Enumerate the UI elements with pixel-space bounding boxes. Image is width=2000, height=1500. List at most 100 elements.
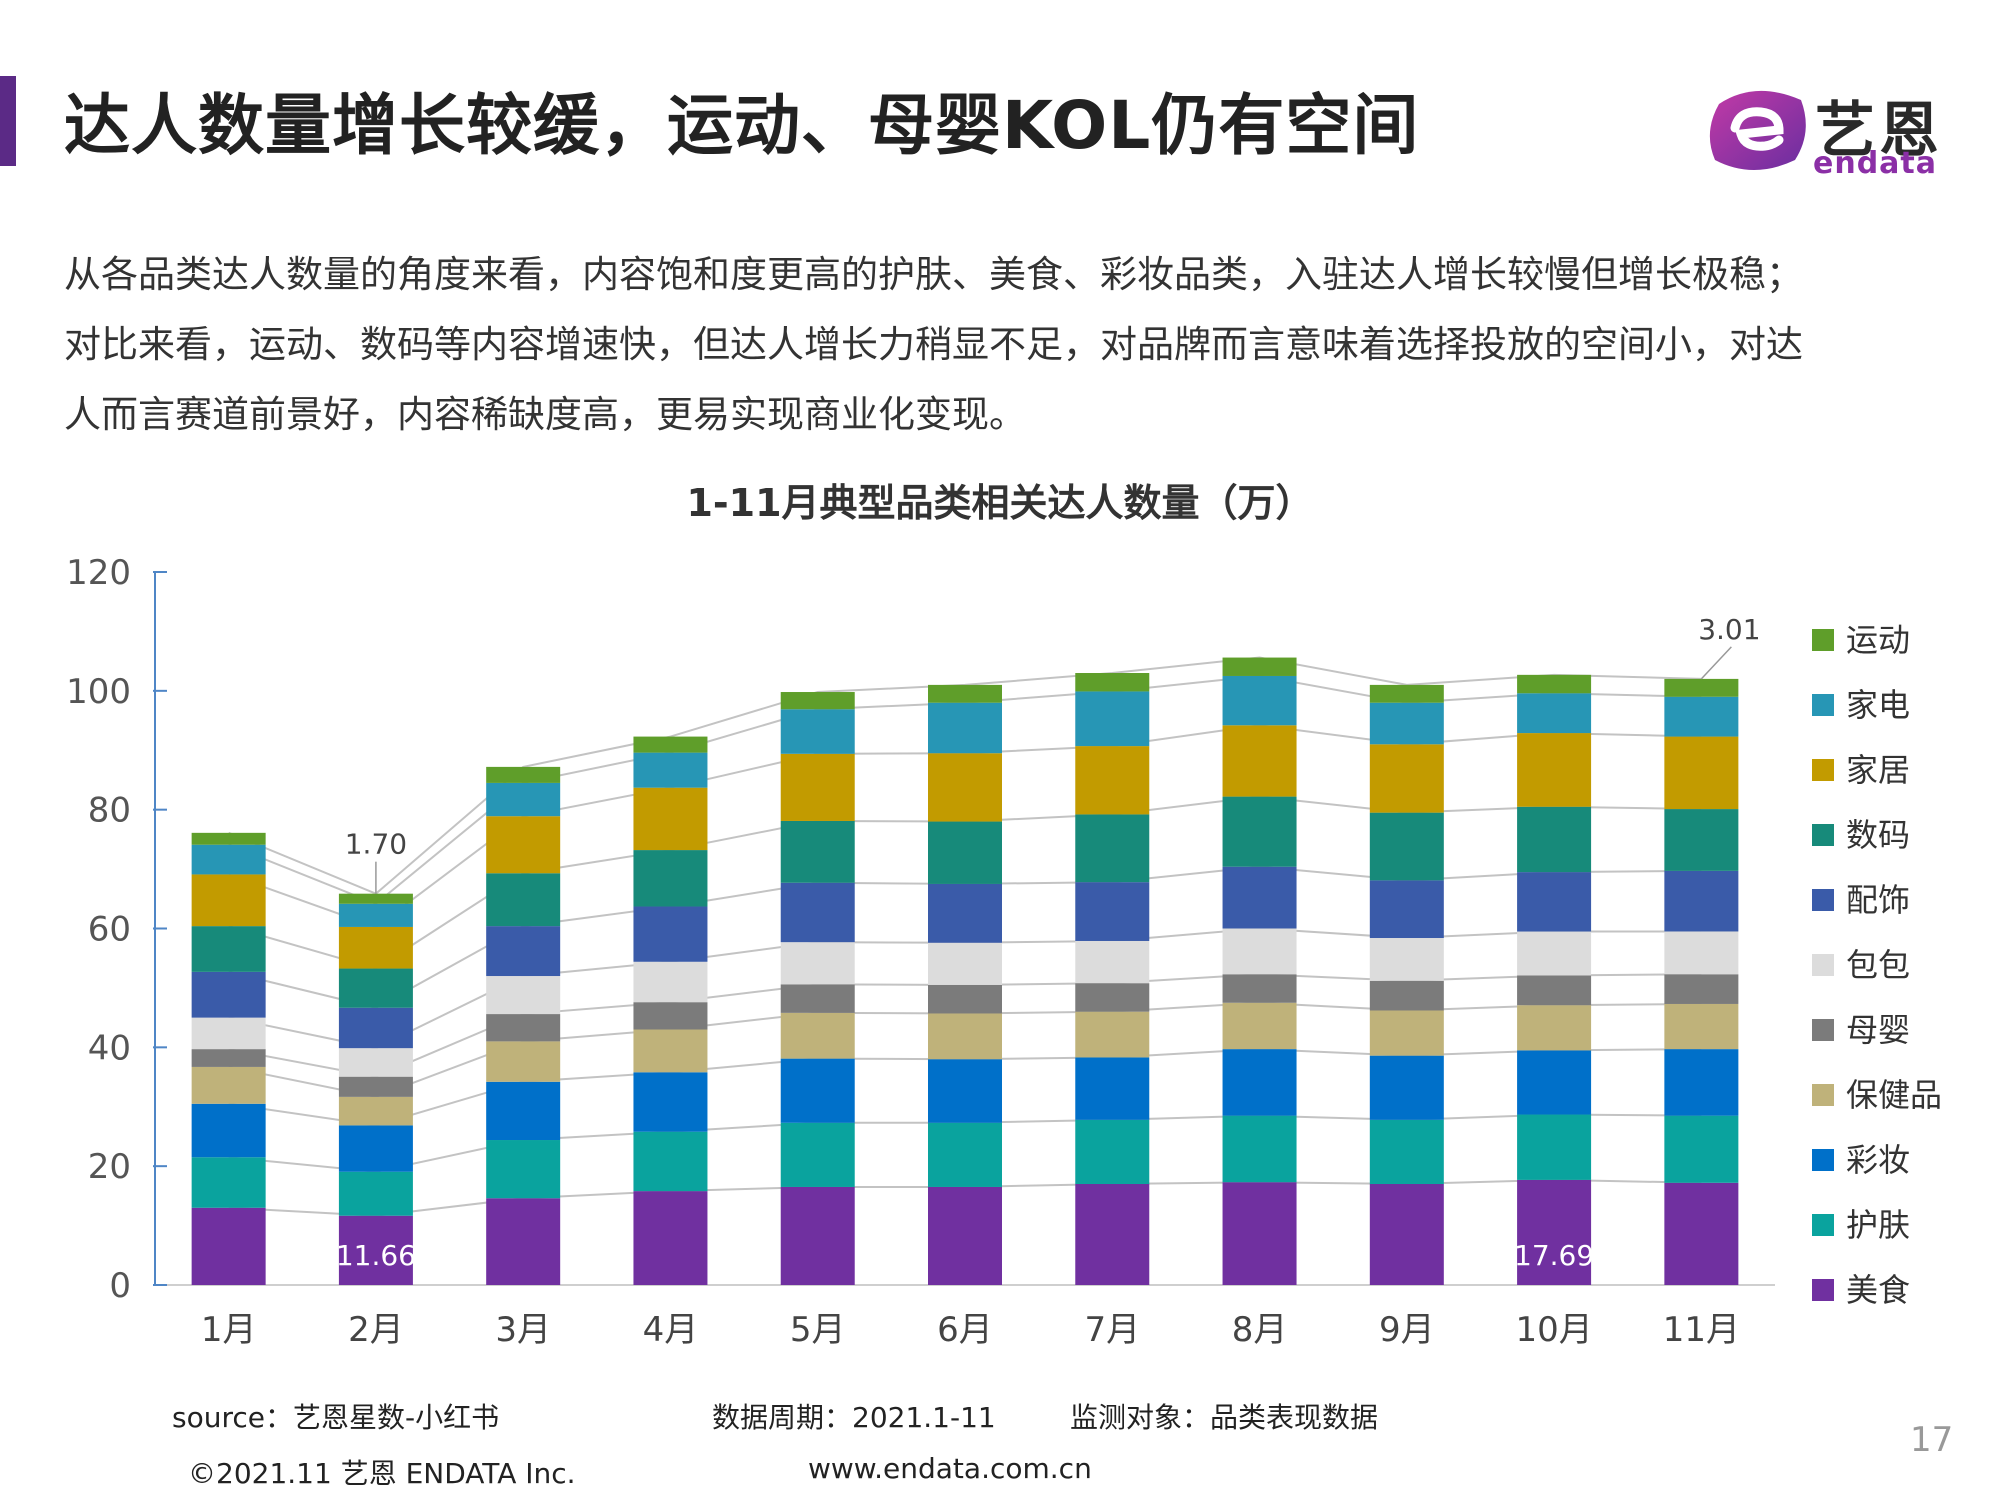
bar-segment-保健品 bbox=[1517, 1005, 1592, 1051]
bar-segment-护肤 bbox=[1075, 1119, 1150, 1184]
bar-segment-家居 bbox=[780, 753, 855, 821]
bar-segment-包包 bbox=[1517, 931, 1592, 976]
footer-period: 数据周期：2021.1-11 bbox=[712, 1401, 996, 1434]
legend-swatch bbox=[1812, 954, 1834, 976]
y-tick-label: 40 bbox=[88, 1028, 131, 1068]
description: 从各品类达人数量的角度来看，内容饱和度更高的护肤、美食、彩妆品类，入驻达人增长较… bbox=[64, 240, 1944, 450]
bar-segment-运动 bbox=[1369, 684, 1444, 703]
legend-swatch bbox=[1812, 1084, 1834, 1106]
bar-segment-数码 bbox=[633, 850, 708, 907]
x-tick-label: 4月 bbox=[643, 1310, 699, 1350]
bar-segment-美食 bbox=[928, 1186, 1002, 1285]
bar-segment-包包 bbox=[928, 942, 1002, 985]
bar-segment-配饰 bbox=[191, 971, 266, 1018]
bar-segment-家居 bbox=[1369, 744, 1444, 813]
bar-segment-美食 bbox=[780, 1186, 855, 1285]
bar-segment-包包 bbox=[1222, 928, 1297, 975]
bar-segment-包包 bbox=[1075, 940, 1150, 984]
footer-object: 监测对象：品类表现数据 bbox=[1070, 1401, 1379, 1434]
x-tick-label: 3月 bbox=[495, 1310, 551, 1350]
bar-segment-配饰 bbox=[1517, 872, 1592, 932]
bar-segment-保健品 bbox=[1222, 1002, 1297, 1050]
y-tick-label: 100 bbox=[66, 672, 131, 712]
bar-segment-运动 bbox=[486, 766, 561, 783]
bar-segment-护肤 bbox=[338, 1171, 413, 1216]
bar-segment-数码 bbox=[780, 820, 855, 883]
bar-segment-运动 bbox=[1664, 678, 1739, 697]
bar-segment-数码 bbox=[1075, 814, 1150, 883]
legend-swatch bbox=[1812, 694, 1834, 716]
page-title: 达人数量增长较缓，运动、母婴KOL仍有空间 bbox=[64, 87, 1420, 164]
logo-text-cn: 艺恩 bbox=[1815, 96, 1943, 166]
bar-segment-母婴 bbox=[1517, 975, 1592, 1006]
bar-segment-家电 bbox=[338, 903, 413, 927]
bar-segment-美食 bbox=[191, 1207, 266, 1285]
bar-segment-家电 bbox=[1075, 691, 1150, 747]
footer-url[interactable]: www.endata.com.cn bbox=[808, 1452, 1092, 1485]
bar-segment-护肤 bbox=[633, 1131, 708, 1192]
bar-segment-护肤 bbox=[1222, 1115, 1297, 1183]
bar-segment-配饰 bbox=[1222, 866, 1297, 929]
bar-segment-家电 bbox=[928, 702, 1002, 754]
bar-segment-配饰 bbox=[780, 882, 855, 943]
bar-segment-护肤 bbox=[780, 1122, 855, 1187]
bar-segment-家电 bbox=[1517, 693, 1592, 734]
bar-segment-配饰 bbox=[633, 906, 708, 962]
bar-segment-运动 bbox=[338, 893, 413, 904]
bar-segment-母婴 bbox=[338, 1076, 413, 1097]
x-tick-label: 8月 bbox=[1232, 1310, 1288, 1350]
bar-segment-母婴 bbox=[780, 984, 855, 1013]
bar-segment-美食 bbox=[486, 1198, 561, 1285]
bar-segment-美食 bbox=[1664, 1182, 1739, 1285]
bar-segment-彩妆 bbox=[1517, 1050, 1592, 1115]
bar-segment-美食 bbox=[1369, 1183, 1444, 1285]
bar-segment-彩妆 bbox=[633, 1072, 708, 1132]
bar-segment-运动 bbox=[780, 692, 855, 710]
bar-segment-家居 bbox=[486, 816, 561, 874]
bar-segment-母婴 bbox=[1369, 980, 1444, 1011]
bar-segment-数码 bbox=[1222, 796, 1297, 867]
bar-segment-运动 bbox=[928, 684, 1002, 703]
chart-title: 1-11月典型品类相关达人数量（万） bbox=[686, 481, 1314, 525]
bar-segment-家电 bbox=[1369, 702, 1444, 745]
legend-label: 数码 bbox=[1846, 816, 1910, 854]
legend-label: 美食 bbox=[1846, 1271, 1910, 1309]
bar-segment-保健品 bbox=[1075, 1011, 1150, 1058]
bar-segment-包包 bbox=[486, 976, 561, 1015]
bar-segment-数码 bbox=[486, 873, 561, 927]
bar-segment-家电 bbox=[1664, 696, 1739, 737]
logo-text-en: endata bbox=[1813, 146, 1938, 181]
bar-segment-配饰 bbox=[486, 926, 561, 977]
bar-segment-家居 bbox=[633, 787, 708, 851]
legend-swatch bbox=[1812, 824, 1834, 846]
bar-segment-配饰 bbox=[1664, 870, 1739, 932]
bar-segment-母婴 bbox=[1222, 974, 1297, 1003]
y-tick-label: 80 bbox=[88, 791, 131, 831]
data-label: 1.70 bbox=[345, 828, 407, 861]
y-tick-label: 120 bbox=[66, 553, 131, 593]
x-tick-label: 2月 bbox=[348, 1310, 404, 1350]
bar-segment-彩妆 bbox=[338, 1125, 413, 1172]
title-accent-bar bbox=[0, 76, 16, 166]
description-line: 人而言赛道前景好，内容稀缺度高，更易实现商业化变现。 bbox=[64, 393, 1026, 436]
bar-segment-护肤 bbox=[486, 1140, 561, 1199]
bar-segment-保健品 bbox=[486, 1041, 561, 1082]
legend-swatch bbox=[1812, 1019, 1834, 1041]
bar-segment-家居 bbox=[1075, 746, 1150, 815]
bar-segment-运动 bbox=[1075, 673, 1150, 692]
legend-label: 母婴 bbox=[1846, 1011, 1910, 1049]
bar-segment-包包 bbox=[191, 1017, 266, 1050]
endata-logo-icon bbox=[1709, 90, 1806, 170]
page-number: 17 bbox=[1910, 1420, 1954, 1460]
bar-segment-母婴 bbox=[633, 1002, 708, 1030]
x-tick-label: 7月 bbox=[1084, 1310, 1140, 1350]
bar-segment-运动 bbox=[1517, 674, 1592, 694]
x-tick-label: 5月 bbox=[790, 1310, 846, 1350]
legend-label: 彩妆 bbox=[1846, 1141, 1910, 1179]
bar-segment-护肤 bbox=[928, 1122, 1002, 1187]
x-tick-label: 1月 bbox=[201, 1310, 257, 1350]
bar-segment-包包 bbox=[1369, 938, 1444, 981]
y-tick-label: 60 bbox=[88, 910, 131, 950]
endata-logo: 艺恩 endata bbox=[1705, 86, 1945, 186]
